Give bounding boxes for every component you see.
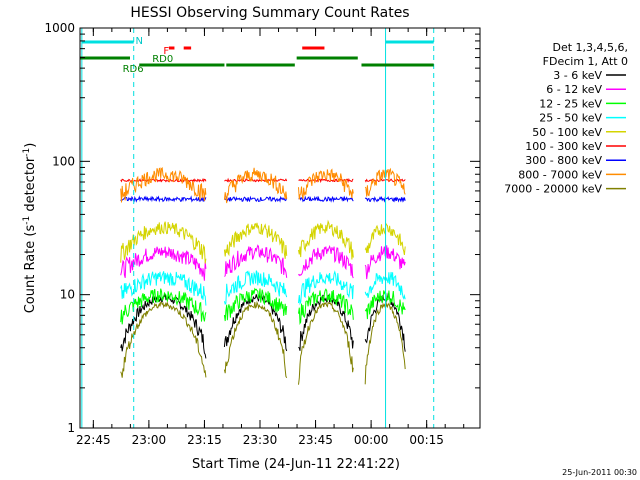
series-line <box>298 168 354 200</box>
legend-label: 6 - 12 keV <box>546 83 602 96</box>
series-line <box>223 222 288 259</box>
y-axis-label-end: ) <box>23 143 38 148</box>
series-line <box>120 288 207 325</box>
legend-label: 3 - 6 keV <box>553 69 602 82</box>
series-line <box>223 287 288 322</box>
x-tick-label: 22:45 <box>76 433 111 447</box>
annotation-label: F <box>163 46 169 57</box>
series-line <box>298 288 354 326</box>
y-axis-label: Count Rate (s-1 detector-1) <box>22 143 38 314</box>
legend-label: 50 - 100 keV <box>532 126 602 139</box>
series-line <box>298 195 354 203</box>
series-line <box>298 301 354 385</box>
legend-header-line-1: Det 1,3,4,5,6, <box>552 41 628 54</box>
y-axis-label-main: Count Rate (s <box>23 225 38 314</box>
y-tick-label: 10 <box>60 288 75 302</box>
annotation-label: RD0 <box>152 54 173 65</box>
series-line <box>120 167 207 203</box>
legend-label: 100 - 300 keV <box>525 140 602 153</box>
chart-title: HESSI Observing Summary Count Rates <box>130 5 409 21</box>
x-tick-label: 23:45 <box>298 433 333 447</box>
plot-frame <box>79 27 481 429</box>
series-line <box>223 293 288 352</box>
legend-label: 7000 - 20000 keV <box>504 183 602 196</box>
annotation-label: RD6 <box>123 64 144 75</box>
x-axis-label: Start Time (24-Jun-11 22:41:22) <box>192 457 400 472</box>
x-tick-label: 23:00 <box>132 433 167 447</box>
series-line <box>298 293 354 351</box>
series-line <box>120 195 207 203</box>
series-line <box>120 246 207 281</box>
series-line <box>224 244 288 278</box>
x-tick-label: 00:00 <box>354 433 389 447</box>
series-line <box>223 167 288 204</box>
series-line <box>223 300 288 379</box>
y-tick-label: 1000 <box>44 21 75 35</box>
series-line <box>120 301 207 378</box>
series-line <box>223 270 288 306</box>
y-axis-label-sup1: -1 <box>22 216 32 225</box>
plot-series <box>120 167 406 385</box>
series-line <box>120 221 207 264</box>
legend-label: 12 - 25 keV <box>539 97 602 110</box>
series-line <box>120 271 207 306</box>
x-tick-label: 00:15 <box>409 433 444 447</box>
legend-label: 300 - 800 keV <box>525 154 602 167</box>
y-axis-label-sup2: -1 <box>22 148 32 157</box>
legend-label: 800 - 7000 keV <box>518 168 602 181</box>
series-line <box>224 195 288 203</box>
series-line <box>298 244 354 279</box>
legend-label: 25 - 50 keV <box>539 112 602 125</box>
axis-ticks: 22:45 23:00 23:15 23:30 23:45 00:00 00:15 1 10 10… <box>44 21 480 447</box>
x-tick-label: 23:30 <box>243 433 278 447</box>
y-axis-label-mid: detector <box>23 156 38 216</box>
footer-date: 25-Jun-2011 00:30 <box>562 468 637 477</box>
x-tick-label: 23:15 <box>187 433 222 447</box>
y-tick-label: 100 <box>52 154 75 168</box>
series-line <box>298 270 354 306</box>
series-line <box>120 177 207 183</box>
annotation-label: N <box>136 36 143 47</box>
legend-header-line-2: FDecim 1, Att 0 <box>543 55 628 68</box>
y-tick-label: 1 <box>67 421 75 435</box>
series-line <box>298 219 354 260</box>
